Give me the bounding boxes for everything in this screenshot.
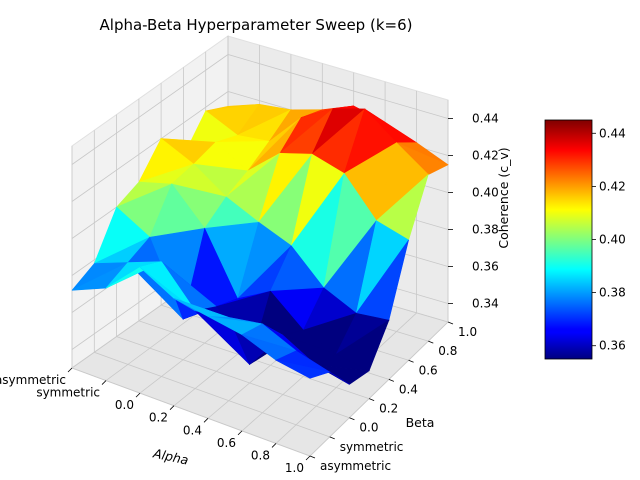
y-tick-mark [408, 359, 414, 363]
x-tick-label: 0.2 [149, 411, 168, 425]
x-tick-mark [271, 443, 277, 448]
z-tick-label: 0.44 [472, 112, 499, 126]
colorbar-ticks: 0.36 0.38 0.40 0.42 0.44 [592, 126, 626, 353]
y-axis-label: Beta [406, 415, 435, 430]
y-tick-label: 0.4 [399, 382, 418, 396]
x-tick-mark [135, 392, 141, 398]
x-tick-label: symmetric [36, 386, 100, 400]
y-grid-line [138, 98, 370, 399]
y-grid-line [93, 130, 330, 438]
x-tick-label: 1.0 [285, 461, 304, 475]
y-tick-mark [388, 379, 395, 382]
z-grid-line [71, 54, 449, 165]
x-tick-mark [237, 430, 243, 436]
x-tick-label: 0.8 [251, 448, 270, 462]
z-tick-label: 0.40 [472, 186, 499, 200]
colorbar-tick-label: 0.38 [599, 286, 626, 300]
colorbar-tick-label: 0.44 [599, 126, 626, 140]
x-tick-mark [305, 455, 311, 461]
surface-facet [275, 359, 331, 379]
colorbar-tick-label: 0.42 [599, 179, 626, 193]
y-tick-mark [349, 417, 355, 421]
chart-title: Alpha-Beta Hyperparameter Sweep (k=6) [100, 16, 413, 34]
y-tick-mark [309, 455, 316, 459]
x-tick-mark [101, 380, 107, 385]
y-tick-label: 0.2 [379, 402, 398, 416]
y-tick-label: asymmetric [320, 459, 391, 473]
z-tick-label: 0.42 [472, 149, 499, 163]
x-tick-mark [169, 405, 175, 410]
x-tick-label: 0.4 [183, 423, 202, 437]
y-tick-label: 1.0 [458, 325, 477, 339]
y-tick-label: 0.8 [438, 344, 457, 358]
y-tick-mark [428, 340, 434, 344]
y-tick-mark [368, 398, 375, 401]
x-tick-label: 0.0 [115, 398, 134, 412]
x-tick-mark [67, 367, 73, 373]
y-tick-label: symmetric [340, 440, 404, 454]
colorbar-tick-label: 0.36 [599, 339, 626, 353]
x-tick-label: asymmetric [0, 373, 66, 387]
coherence-surface [71, 103, 449, 385]
z-tick-label: 0.36 [472, 260, 499, 274]
x-axis-label: Alpha [151, 445, 190, 467]
y-tick-mark [329, 436, 335, 440]
colorbar-tick-label: 0.40 [599, 233, 626, 247]
z-tick-label: 0.38 [472, 223, 499, 237]
x-tick-label: 0.6 [217, 436, 236, 450]
colorbar [544, 119, 593, 360]
z-axis-label: Coherence (c_v) [496, 147, 511, 248]
z-tick-label: 0.34 [472, 297, 499, 311]
y-grid-line [116, 114, 350, 419]
y-tick-mark [447, 321, 454, 325]
x-tick-mark [203, 418, 209, 423]
y-tick-label: 0.0 [359, 421, 378, 435]
y-tick-label: 0.6 [419, 363, 438, 377]
